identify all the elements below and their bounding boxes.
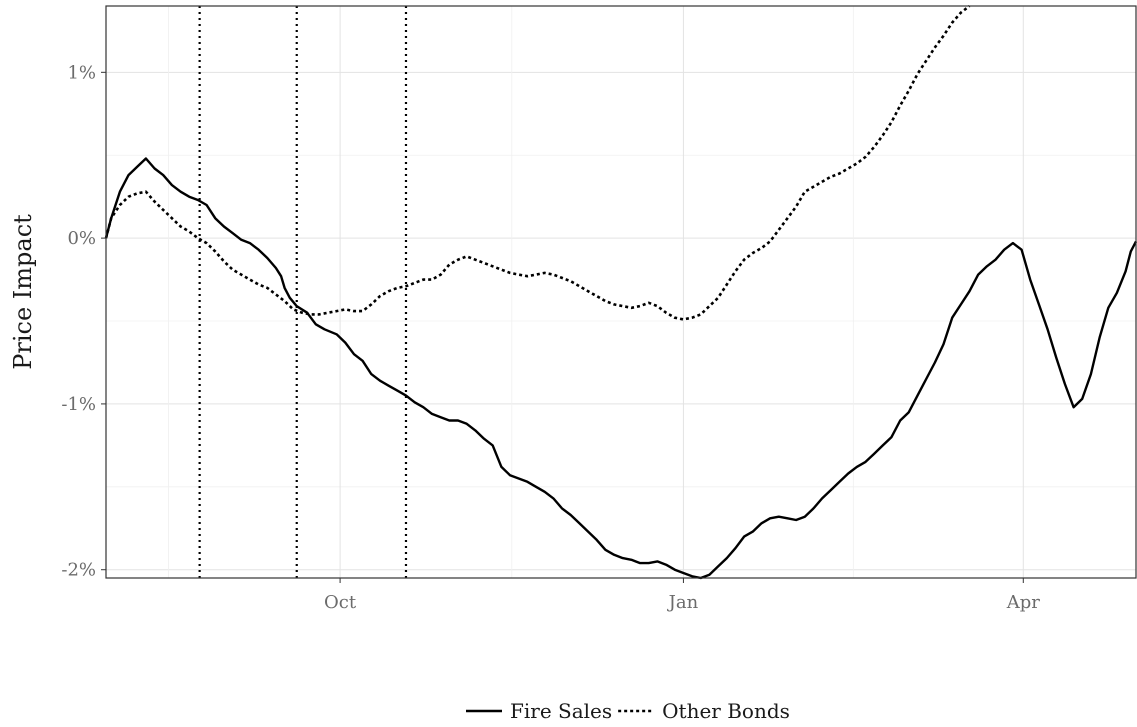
x-tick-label: Oct: [324, 592, 357, 613]
axis-ticks: 1% 0% -1% -2% Oct Jan Apr: [61, 62, 1040, 613]
reference-lines: [198, 6, 408, 578]
x-tick-label: Apr: [1006, 592, 1041, 613]
series-line-fire-sales: [104, 157, 1137, 580]
y-tick-label: -2%: [61, 560, 96, 581]
legend: Fire Sales Other Bonds: [466, 699, 790, 723]
legend-label: Other Bonds: [662, 699, 790, 723]
legend-label: Fire Sales: [510, 699, 612, 723]
y-tick-label: 0%: [67, 228, 96, 249]
x-tick-label: Jan: [667, 592, 699, 613]
plot-panel-border: [105, 5, 1137, 579]
series-line-other-bonds: [104, 4, 971, 321]
y-axis-title: Price Impact: [9, 214, 37, 370]
grid: [106, 6, 1136, 578]
y-tick-label: 1%: [67, 62, 96, 83]
y-tick-label: -1%: [61, 394, 96, 415]
series-lines: [104, 4, 1137, 580]
